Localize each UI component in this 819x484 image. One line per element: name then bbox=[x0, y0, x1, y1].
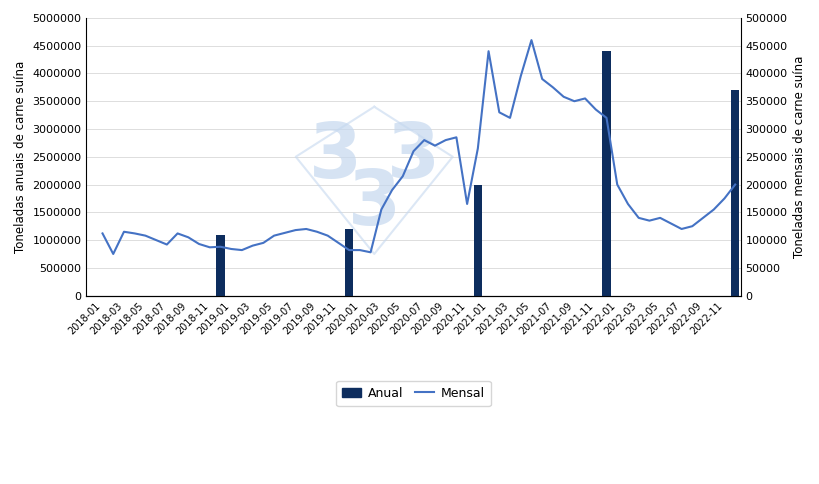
Legend: Anual, Mensal: Anual, Mensal bbox=[336, 380, 491, 406]
Bar bbox=[601, 51, 610, 296]
Bar bbox=[473, 184, 482, 296]
Y-axis label: Toneladas anuais de carne suína: Toneladas anuais de carne suína bbox=[14, 60, 27, 253]
Bar bbox=[730, 90, 739, 296]
Text: 3: 3 bbox=[308, 120, 361, 194]
Y-axis label: Toneladas mensais de carne suína: Toneladas mensais de carne suína bbox=[792, 56, 805, 258]
Bar bbox=[345, 229, 353, 296]
Text: 3: 3 bbox=[347, 167, 400, 241]
Text: 3: 3 bbox=[387, 120, 440, 194]
Bar bbox=[216, 235, 224, 296]
